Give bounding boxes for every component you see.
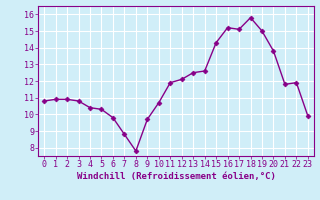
X-axis label: Windchill (Refroidissement éolien,°C): Windchill (Refroidissement éolien,°C): [76, 172, 276, 181]
